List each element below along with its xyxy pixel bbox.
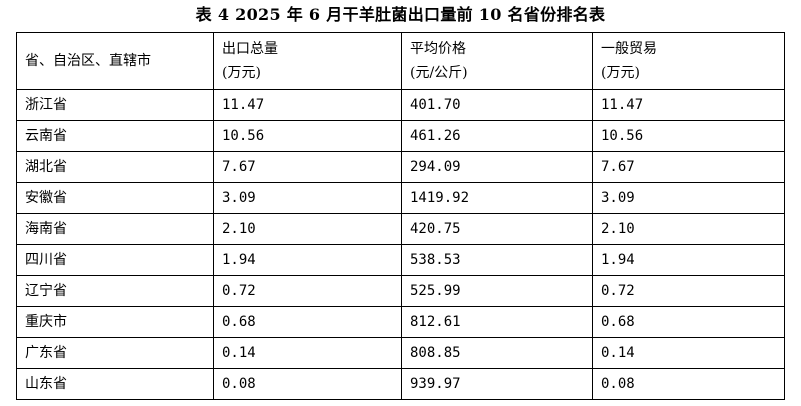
table-row: 辽宁省 0.72 525.99 0.72	[16, 275, 785, 307]
cell-total-exports: 7.67	[213, 151, 402, 183]
cell-general-trade: 0.68	[592, 306, 785, 338]
cell-general-trade: 0.72	[592, 275, 785, 307]
cell-average-price: 939.97	[401, 368, 593, 400]
cell-region: 重庆市	[16, 306, 214, 338]
cell-general-trade: 0.14	[592, 337, 785, 369]
table-row: 重庆市 0.68 812.61 0.68	[16, 306, 785, 338]
cell-average-price: 1419.92	[401, 182, 593, 214]
cell-region: 海南省	[16, 213, 214, 245]
table-row: 湖北省 7.67 294.09 7.67	[16, 151, 785, 183]
cell-average-price: 461.26	[401, 120, 593, 152]
cell-region: 四川省	[16, 244, 214, 276]
header-total-exports: 出口总量 (万元)	[213, 32, 402, 90]
table-row: 四川省 1.94 538.53 1.94	[16, 244, 785, 276]
cell-region: 辽宁省	[16, 275, 214, 307]
cell-region: 广东省	[16, 337, 214, 369]
header-total-exports-unit: (万元)	[222, 65, 261, 81]
header-general-trade: 一般贸易 (万元)	[592, 32, 785, 90]
header-general-trade-label: 一般贸易	[601, 41, 657, 57]
header-region-label: 省、自治区、直辖市	[25, 53, 151, 69]
cell-general-trade: 0.08	[592, 368, 785, 400]
header-region: 省、自治区、直辖市	[16, 32, 214, 90]
cell-general-trade: 11.47	[592, 89, 785, 121]
cell-total-exports: 3.09	[213, 182, 402, 214]
cell-region: 云南省	[16, 120, 214, 152]
cell-average-price: 538.53	[401, 244, 593, 276]
cell-general-trade: 3.09	[592, 182, 785, 214]
table-row: 云南省 10.56 461.26 10.56	[16, 120, 785, 152]
header-average-price-unit: (元/公斤)	[410, 65, 468, 81]
table-row: 山东省 0.08 939.97 0.08	[16, 368, 785, 400]
cell-region: 山东省	[16, 368, 214, 400]
header-general-trade-unit: (万元)	[601, 65, 640, 81]
cell-average-price: 420.75	[401, 213, 593, 245]
cell-average-price: 294.09	[401, 151, 593, 183]
cell-average-price: 808.85	[401, 337, 593, 369]
cell-total-exports: 0.68	[213, 306, 402, 338]
cell-total-exports: 0.72	[213, 275, 402, 307]
table-row: 浙江省 11.47 401.70 11.47	[16, 89, 785, 121]
cell-region: 安徽省	[16, 182, 214, 214]
cell-region: 浙江省	[16, 89, 214, 121]
cell-average-price: 401.70	[401, 89, 593, 121]
cell-general-trade: 2.10	[592, 213, 785, 245]
cell-total-exports: 1.94	[213, 244, 402, 276]
cell-total-exports: 0.14	[213, 337, 402, 369]
cell-region: 湖北省	[16, 151, 214, 183]
cell-average-price: 812.61	[401, 306, 593, 338]
cell-general-trade: 10.56	[592, 120, 785, 152]
cell-general-trade: 1.94	[592, 244, 785, 276]
cell-total-exports: 2.10	[213, 213, 402, 245]
header-average-price-label: 平均价格	[410, 41, 466, 57]
cell-total-exports: 10.56	[213, 120, 402, 152]
table-row: 安徽省 3.09 1419.92 3.09	[16, 182, 785, 214]
table-row: 海南省 2.10 420.75 2.10	[16, 213, 785, 245]
export-ranking-table: 省、自治区、直辖市 出口总量 (万元) 平均价格 (元/公斤) 一般贸易 (万元…	[16, 32, 785, 400]
table-row: 广东省 0.14 808.85 0.14	[16, 337, 785, 369]
header-total-exports-label: 出口总量	[222, 41, 278, 57]
table-title: 表 4 2025 年 6 月干羊肚菌出口量前 10 名省份排名表	[195, 5, 606, 24]
cell-average-price: 525.99	[401, 275, 593, 307]
header-average-price: 平均价格 (元/公斤)	[401, 32, 593, 90]
cell-total-exports: 11.47	[213, 89, 402, 121]
cell-total-exports: 0.08	[213, 368, 402, 400]
table-header-row: 省、自治区、直辖市 出口总量 (万元) 平均价格 (元/公斤) 一般贸易 (万元…	[16, 32, 785, 90]
cell-general-trade: 7.67	[592, 151, 785, 183]
